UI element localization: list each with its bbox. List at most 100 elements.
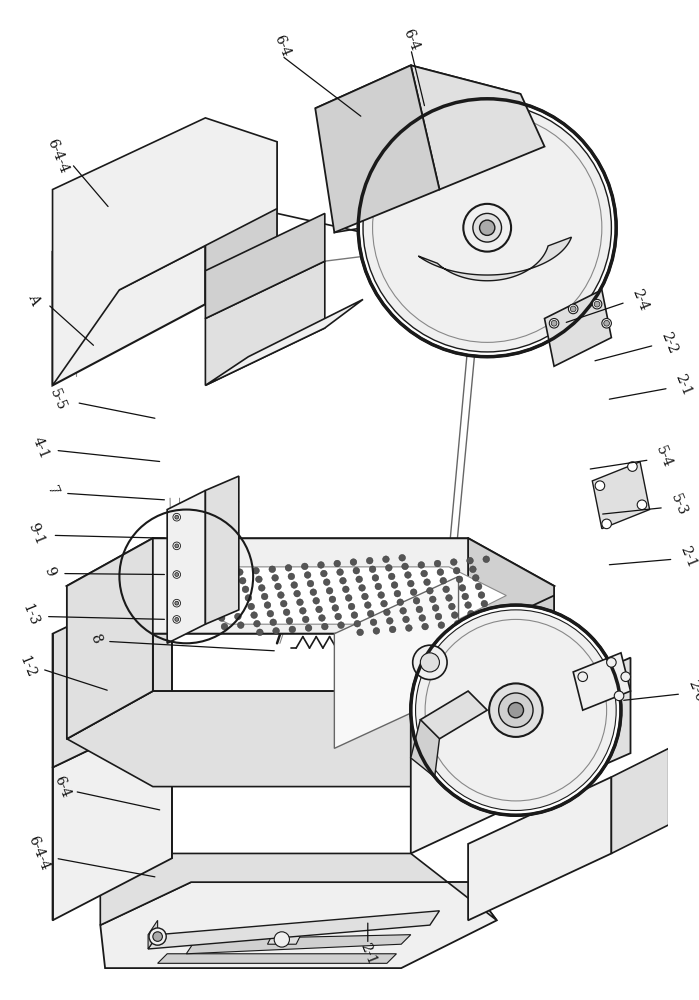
Text: 1-2: 1-2	[16, 654, 38, 680]
Circle shape	[264, 602, 271, 608]
Text: 7: 7	[45, 484, 61, 497]
Circle shape	[442, 586, 449, 593]
Polygon shape	[52, 576, 172, 767]
Circle shape	[402, 563, 408, 570]
Circle shape	[412, 645, 447, 680]
Circle shape	[508, 703, 524, 718]
Circle shape	[285, 564, 292, 571]
Circle shape	[296, 599, 303, 606]
Text: 6-4-4: 6-4-4	[44, 137, 71, 175]
Circle shape	[270, 619, 277, 626]
Circle shape	[607, 658, 617, 667]
Circle shape	[400, 607, 407, 614]
Polygon shape	[206, 213, 325, 318]
Circle shape	[602, 519, 612, 529]
Circle shape	[592, 299, 602, 309]
Circle shape	[335, 613, 342, 620]
Circle shape	[238, 622, 244, 628]
Text: 9-1: 9-1	[26, 520, 47, 546]
Circle shape	[269, 566, 275, 573]
Circle shape	[637, 500, 647, 510]
Circle shape	[304, 572, 311, 578]
Circle shape	[257, 629, 264, 636]
Circle shape	[272, 575, 278, 581]
Text: 5-3: 5-3	[668, 492, 689, 518]
Polygon shape	[52, 175, 206, 385]
Circle shape	[413, 597, 420, 604]
Text: 1-3: 1-3	[20, 602, 41, 628]
Polygon shape	[67, 538, 153, 739]
Circle shape	[173, 599, 180, 607]
Circle shape	[175, 544, 179, 548]
Circle shape	[364, 602, 371, 608]
Polygon shape	[167, 490, 206, 643]
Circle shape	[354, 620, 361, 627]
Polygon shape	[468, 777, 612, 920]
Circle shape	[416, 606, 423, 613]
Circle shape	[410, 589, 417, 596]
Circle shape	[394, 590, 401, 597]
Text: 6-4: 6-4	[271, 33, 292, 59]
Circle shape	[251, 612, 257, 618]
Circle shape	[468, 610, 475, 617]
Circle shape	[549, 318, 559, 328]
Circle shape	[454, 620, 461, 627]
Circle shape	[363, 104, 612, 352]
Circle shape	[245, 595, 252, 601]
Circle shape	[334, 560, 340, 567]
Circle shape	[301, 563, 308, 570]
Circle shape	[231, 605, 238, 611]
Circle shape	[457, 629, 464, 636]
Circle shape	[456, 576, 463, 583]
Circle shape	[212, 597, 219, 604]
Circle shape	[475, 583, 482, 590]
Polygon shape	[545, 290, 612, 366]
Circle shape	[470, 566, 476, 573]
Circle shape	[628, 462, 637, 471]
Polygon shape	[411, 596, 554, 758]
Text: 4-1: 4-1	[29, 434, 51, 461]
Circle shape	[153, 932, 162, 941]
Circle shape	[595, 481, 605, 490]
Circle shape	[356, 629, 363, 636]
Polygon shape	[315, 65, 440, 233]
Circle shape	[480, 220, 495, 235]
Circle shape	[223, 579, 230, 585]
Circle shape	[326, 587, 333, 594]
Circle shape	[432, 605, 439, 611]
Circle shape	[248, 603, 254, 610]
Circle shape	[252, 567, 259, 574]
Polygon shape	[148, 920, 158, 949]
Circle shape	[389, 573, 395, 580]
Circle shape	[366, 557, 373, 564]
Polygon shape	[172, 567, 506, 624]
Text: 5-5: 5-5	[47, 387, 68, 413]
Circle shape	[291, 582, 298, 588]
Circle shape	[175, 573, 179, 576]
Circle shape	[273, 628, 280, 634]
Circle shape	[173, 616, 180, 623]
Circle shape	[351, 612, 358, 618]
Circle shape	[229, 596, 236, 603]
Circle shape	[261, 593, 268, 600]
Circle shape	[310, 589, 317, 596]
Circle shape	[426, 587, 433, 594]
Circle shape	[220, 570, 227, 577]
Polygon shape	[411, 720, 440, 777]
Circle shape	[286, 618, 293, 624]
Circle shape	[437, 569, 444, 575]
Circle shape	[278, 592, 284, 598]
Circle shape	[446, 595, 452, 601]
Circle shape	[340, 577, 346, 584]
Circle shape	[348, 603, 355, 610]
Circle shape	[552, 320, 557, 326]
Polygon shape	[206, 476, 239, 624]
Circle shape	[329, 596, 336, 603]
Polygon shape	[52, 710, 172, 920]
Polygon shape	[418, 237, 572, 281]
Text: 6-4-4: 6-4-4	[25, 834, 52, 873]
Circle shape	[317, 562, 324, 568]
Polygon shape	[411, 65, 545, 190]
Circle shape	[173, 571, 180, 578]
Circle shape	[389, 626, 396, 633]
